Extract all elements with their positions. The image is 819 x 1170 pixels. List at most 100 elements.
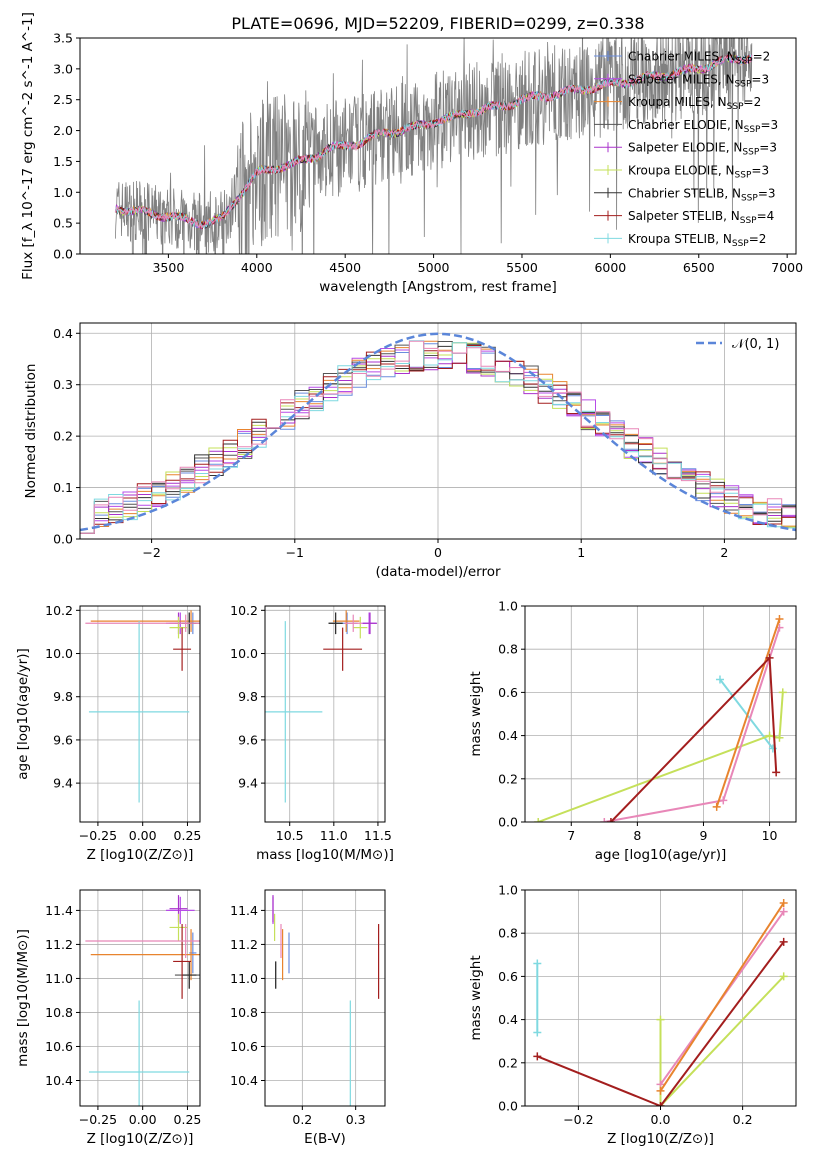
spectrum-model-line [114, 55, 753, 229]
y-tick-label: 0.8 [498, 926, 518, 941]
y-tick-label: 10.6 [45, 1039, 73, 1054]
y-tick-label: 10.0 [230, 646, 258, 661]
axes-frame [264, 889, 386, 1107]
x-tick-label: −2 [142, 545, 160, 560]
weight-marker [715, 675, 724, 684]
x-tick-label: −0.25 [79, 1112, 117, 1127]
x-tick-label: −1 [286, 545, 304, 560]
weight-marker [775, 733, 784, 742]
legend-label: Salpeter MILES, NSSP=3 [628, 72, 769, 89]
x-axis-label: E(B-V) [304, 1131, 346, 1147]
y-axis-label: Flux [f_λ 10^-17 erg cm^-2 s^-1 A^-1] [20, 12, 36, 280]
gaussian-legend-label: 𝒩(0, 1) [732, 337, 779, 352]
y-tick-label: 10.6 [230, 1039, 258, 1054]
y-tick-label: 9.4 [53, 776, 73, 791]
y-tick-label: 0.2 [498, 771, 518, 786]
axes-frame [524, 605, 797, 823]
x-tick-label: 4000 [241, 260, 273, 275]
y-tick-label: 0.0 [53, 247, 73, 262]
y-tick-label: 11.4 [230, 903, 258, 918]
panel-spectrum: 3500 4000 4500 5000 5500 6000 6500 7000 0.0 0.5 1.… [20, 12, 803, 295]
x-tick-label: 11.0 [320, 828, 348, 843]
weight-marker [606, 818, 615, 822]
y-tick-label: 10.8 [45, 1005, 73, 1020]
weight-line [536, 941, 785, 1106]
plot-area [534, 614, 787, 822]
y-tick-label: 0.5 [53, 216, 73, 231]
x-tick-label: 0.2 [733, 1112, 753, 1127]
x-tick-label: 10.5 [276, 828, 304, 843]
y-tick-label: 1.0 [498, 599, 518, 614]
legend-label: Chabrier ELODIE, NSSP=3 [628, 118, 778, 135]
plot-area [80, 332, 796, 534]
residual-histogram [80, 340, 796, 534]
panel-mass_Z: −0.25 0.00 0.25 10.4 10.6 10.8 11.0 11.2 11.4 Z [… [15, 889, 201, 1147]
x-tick-label: 0.0 [651, 1112, 671, 1127]
y-axis-label: age [log10(age/yr)] [15, 648, 31, 780]
y-axis-label: Normed distribution [23, 364, 39, 499]
weight-line [604, 627, 781, 822]
y-tick-label: 9.8 [238, 689, 258, 704]
weight-marker [779, 907, 788, 916]
weight-marker [533, 1028, 542, 1037]
y-tick-label: 11.0 [45, 971, 73, 986]
x-tick-label: 0 [434, 545, 442, 560]
y-tick-label: 10.4 [45, 1073, 73, 1088]
y-tick-label: 0.2 [53, 429, 73, 444]
x-tick-label: 5500 [506, 260, 538, 275]
weight-line [610, 655, 778, 822]
residual-histogram [80, 340, 796, 534]
y-tick-label: 0.0 [498, 1099, 518, 1114]
spectrum-legend: Chabrier MILES, NSSP=2 Salpeter MILES, NS… [594, 50, 778, 249]
y-tick-label: 3.5 [53, 31, 73, 46]
panel-weight_Z: −0.2 0.0 0.2 0.0 0.2 0.4 0.6 0.8 1.0 Z [log10(Z/Z… [468, 883, 797, 1147]
y-tick-label: 9.6 [53, 732, 73, 747]
y-tick-label: 2.5 [53, 92, 73, 107]
x-tick-label: 9 [699, 828, 707, 843]
x-axis-label: wavelength [Angstrom, rest frame] [319, 279, 557, 295]
weight-marker [779, 972, 788, 981]
x-tick-label: 0.2 [292, 1112, 312, 1127]
plot-area [114, 38, 753, 254]
x-tick-label: 2 [720, 545, 728, 560]
y-tick-label: 0.0 [53, 532, 73, 547]
y-tick-label: 11.0 [230, 971, 258, 986]
plot-area [533, 898, 788, 1106]
x-tick-label: 0.00 [129, 1112, 157, 1127]
x-axis-label: age [log10(age/yr)] [595, 847, 727, 863]
panel-age_mass: 10.5 11.0 11.5 9.4 9.6 9.8 10.0 10.2 mass [log10… [230, 603, 394, 863]
x-tick-label: 3500 [152, 260, 184, 275]
y-axis-label: mass [log10(M/M⊙)] [15, 929, 31, 1067]
y-tick-label: 0.4 [498, 1012, 518, 1027]
panels: 3500 4000 4500 5000 5500 6000 6500 7000 0.0 0.5 1.… [15, 12, 803, 1147]
weight-marker [533, 959, 542, 968]
y-tick-label: 0.8 [498, 642, 518, 657]
y-axis-label: mass weight [468, 671, 484, 756]
weight-marker [533, 1052, 542, 1061]
x-tick-label: 7000 [771, 260, 803, 275]
y-tick-label: 0.1 [53, 480, 73, 495]
x-tick-label: 10 [762, 828, 778, 843]
weight-marker [775, 614, 784, 623]
panel-residuals: −2 −1 0 1 2 0.0 0.1 0.2 0.3 0.4 (data-model)/error… [23, 322, 797, 580]
y-tick-label: 10.2 [45, 603, 73, 618]
y-tick-label: 0.0 [498, 815, 518, 830]
x-tick-label: −0.25 [79, 828, 117, 843]
x-tick-label: −0.2 [563, 1112, 593, 1127]
panel-age_Z: −0.25 0.00 0.25 9.4 9.6 9.8 10.0 10.2 Z [log10(Z… [15, 603, 202, 863]
legend-label: Kroupa STELIB, NSSP=2 [628, 232, 766, 249]
y-tick-label: 0.6 [498, 969, 518, 984]
x-tick-label: 0.25 [174, 828, 202, 843]
legend-label: Kroupa ELODIE, NSSP=3 [628, 164, 769, 181]
panel-mass_ebv: 0.2 0.3 10.4 10.6 10.8 11.0 11.2 11.4 E(B-V) [230, 889, 386, 1147]
axes-frame [79, 889, 201, 1107]
y-tick-label: 10.2 [230, 603, 258, 618]
x-tick-label: 7 [567, 828, 575, 843]
x-tick-label: 8 [633, 828, 641, 843]
y-tick-label: 9.4 [238, 776, 258, 791]
gaussian-curve [80, 332, 796, 532]
legend-label: Salpeter STELIB, NSSP=4 [628, 209, 774, 226]
x-tick-label: 6000 [594, 260, 626, 275]
weight-marker [534, 818, 543, 822]
